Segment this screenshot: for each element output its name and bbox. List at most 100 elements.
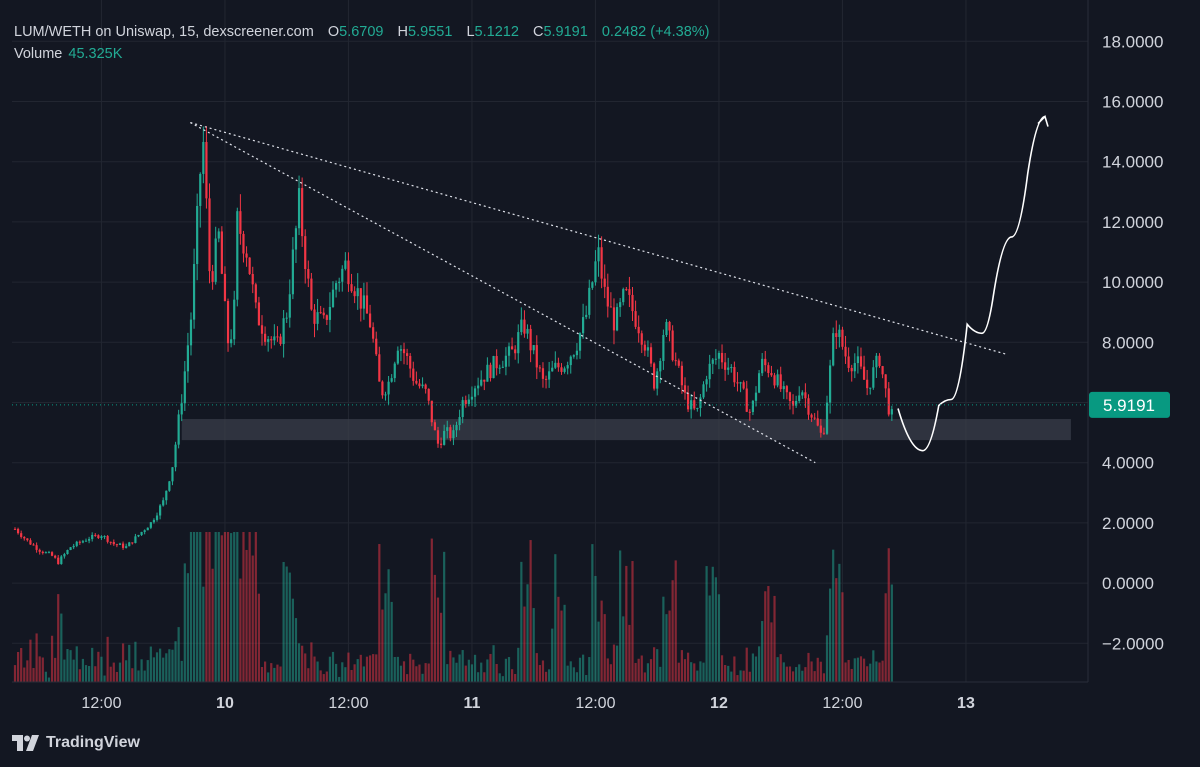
volume-bar xyxy=(869,663,872,682)
candle-body xyxy=(813,417,816,419)
volume-bar xyxy=(152,657,156,682)
volume-bar xyxy=(532,608,535,682)
candle-body xyxy=(541,368,545,379)
candle-body xyxy=(263,333,267,342)
candle-body xyxy=(572,355,575,357)
candle-body xyxy=(597,247,600,262)
candle-body xyxy=(501,366,504,368)
candle-body xyxy=(507,346,511,356)
tradingview-logo[interactable]: TradingView xyxy=(12,734,140,752)
candle-body xyxy=(353,291,356,297)
volume-bar xyxy=(146,660,149,682)
volume-bar xyxy=(220,535,223,682)
volume-bar xyxy=(776,657,779,682)
volume-bar xyxy=(483,672,486,682)
candle-body xyxy=(301,188,304,237)
candle-body xyxy=(72,545,75,548)
candle-body xyxy=(582,317,585,334)
candle-body xyxy=(427,388,430,401)
volume-bar xyxy=(646,663,650,682)
candle-body xyxy=(730,367,733,369)
candle-body xyxy=(646,347,650,351)
lower-trendline xyxy=(190,122,816,464)
candle-body xyxy=(705,379,708,385)
candle-body xyxy=(449,427,452,439)
candle-body xyxy=(859,356,863,367)
candle-body xyxy=(486,364,489,382)
candle-body xyxy=(801,392,804,396)
volume-bar xyxy=(396,656,399,682)
candle-body xyxy=(378,354,381,382)
candle-body xyxy=(81,541,85,543)
volume-bar xyxy=(140,659,143,682)
volume-bars xyxy=(13,532,893,682)
volume-bar xyxy=(686,652,690,682)
candle-body xyxy=(214,238,217,282)
volume-bar xyxy=(832,549,835,682)
volume-bar xyxy=(724,664,727,682)
volume-bar xyxy=(705,566,708,682)
candle-body xyxy=(551,367,554,372)
candle-body xyxy=(202,141,205,174)
candle-body xyxy=(480,379,483,386)
projection-path xyxy=(897,115,1046,452)
candle-body xyxy=(91,534,94,540)
candle-body xyxy=(384,394,387,396)
candle-body xyxy=(856,356,859,364)
volume-bar xyxy=(872,650,875,682)
candle-body xyxy=(279,336,282,345)
candle-body xyxy=(205,141,208,199)
y-tick-label: 4.0000 xyxy=(1102,454,1154,473)
candle-body xyxy=(810,414,813,418)
volume-bar xyxy=(60,613,63,682)
open-value: 5.6709 xyxy=(339,24,384,40)
volume-bar xyxy=(795,667,798,682)
volume-bar xyxy=(470,664,474,682)
volume-bar xyxy=(57,594,60,682)
candle-body xyxy=(461,400,464,418)
volume-bar xyxy=(121,643,125,682)
volume-bar xyxy=(788,666,792,682)
candle-body xyxy=(816,418,819,426)
candle-body xyxy=(881,366,884,375)
volume-bar xyxy=(730,671,733,682)
volume-bar xyxy=(544,671,548,682)
candle-body xyxy=(458,417,461,426)
volume-bar xyxy=(378,544,381,682)
candle-body xyxy=(662,335,665,361)
volume-bar xyxy=(230,533,233,682)
volume-bar xyxy=(702,662,705,682)
volume-bar xyxy=(381,609,384,682)
volume-bar xyxy=(208,532,211,682)
candle-body xyxy=(649,347,653,364)
candle-body xyxy=(313,309,316,324)
volume-label: Volume xyxy=(14,46,63,62)
candle-body xyxy=(23,536,26,539)
volume-bar xyxy=(205,532,208,682)
candle-body xyxy=(733,367,736,383)
candle-body xyxy=(399,349,403,351)
candle-body xyxy=(146,527,149,531)
candle-body xyxy=(822,432,826,434)
candle-body xyxy=(757,373,761,393)
volume-bar xyxy=(850,668,853,682)
volume-bar xyxy=(446,664,449,682)
projection-arrowhead xyxy=(1037,115,1049,127)
candle-body xyxy=(795,400,798,406)
volume-bar xyxy=(297,643,301,682)
candle-body xyxy=(798,395,801,401)
volume-bar xyxy=(535,653,538,682)
volume-bar xyxy=(711,566,714,682)
candle-body xyxy=(560,367,563,372)
candle-body xyxy=(63,554,66,557)
candle-body xyxy=(189,319,193,346)
candle-body xyxy=(288,294,291,318)
volume-bar xyxy=(677,662,680,682)
volume-bar xyxy=(566,665,569,682)
candle-body xyxy=(742,382,745,389)
candle-body xyxy=(754,392,758,401)
candle-body xyxy=(421,384,424,387)
volume-bar xyxy=(717,594,721,682)
volume-bar xyxy=(838,563,841,682)
